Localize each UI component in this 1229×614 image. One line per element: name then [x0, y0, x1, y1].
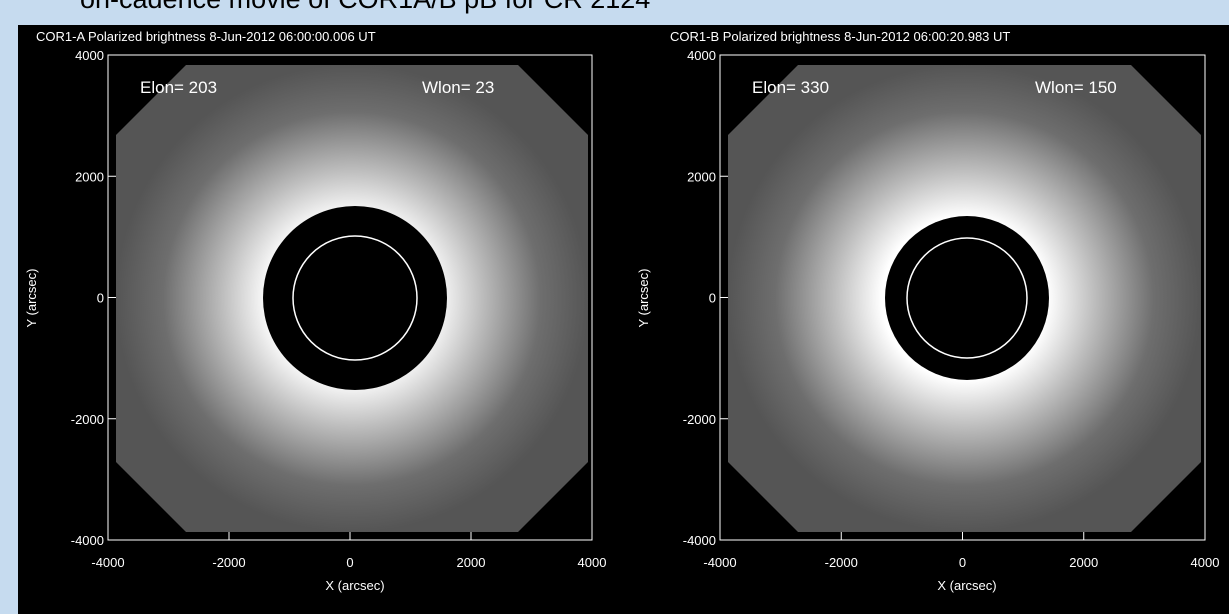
y-tick-label: 2000 — [75, 169, 104, 184]
header-text: on-cadence movie of COR1A/B pB for CR 21… — [80, 0, 650, 14]
y-tick-label: -2000 — [683, 412, 716, 427]
y-tick-label: 4000 — [687, 48, 716, 63]
panel-title: COR1-A Polarized brightness 8-Jun-2012 0… — [36, 29, 376, 44]
sun-limb — [292, 235, 418, 361]
elon-label: Elon= 203 — [140, 78, 217, 97]
y-tick-label: -2000 — [71, 412, 104, 427]
y-axis-label: Y (arcsec) — [636, 269, 651, 328]
x-tick-label: 0 — [959, 555, 966, 570]
x-tick-label: -4000 — [703, 555, 736, 570]
x-tick-label: 4000 — [578, 555, 607, 570]
elon-label: Elon= 330 — [752, 78, 829, 97]
x-tick-label: 2000 — [1069, 555, 1098, 570]
y-tick-label: -4000 — [683, 533, 716, 548]
x-tick-label: -2000 — [825, 555, 858, 570]
sun-limb — [906, 237, 1028, 359]
x-tick-label: -2000 — [212, 555, 245, 570]
wlon-label: Wlon= 150 — [1035, 78, 1117, 97]
x-tick-label: 2000 — [457, 555, 486, 570]
panel-title: COR1-B Polarized brightness 8-Jun-2012 0… — [670, 29, 1010, 44]
y-tick-label: 0 — [709, 291, 716, 306]
x-axis-label: X (arcsec) — [325, 578, 384, 593]
occulter — [263, 206, 447, 390]
wlon-label: Wlon= 23 — [422, 78, 494, 97]
x-axis-label: X (arcsec) — [937, 578, 996, 593]
x-tick-label: 0 — [346, 555, 353, 570]
y-tick-label: 4000 — [75, 48, 104, 63]
y-tick-label: 0 — [97, 291, 104, 306]
occulter — [885, 216, 1049, 380]
y-axis-label: Y (arcsec) — [24, 269, 39, 328]
x-tick-label: -4000 — [91, 555, 124, 570]
x-tick-label: 4000 — [1191, 555, 1220, 570]
y-tick-label: 2000 — [687, 169, 716, 184]
y-tick-label: -4000 — [71, 533, 104, 548]
